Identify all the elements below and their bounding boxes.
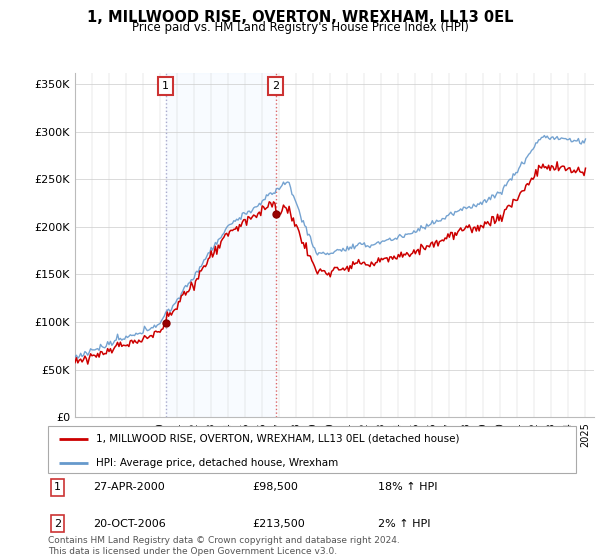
Text: Price paid vs. HM Land Registry's House Price Index (HPI): Price paid vs. HM Land Registry's House … — [131, 21, 469, 34]
Text: £213,500: £213,500 — [252, 519, 305, 529]
Text: Contains HM Land Registry data © Crown copyright and database right 2024.
This d: Contains HM Land Registry data © Crown c… — [48, 536, 400, 556]
Bar — [75, 73, 166, 417]
Text: 1, MILLWOOD RISE, OVERTON, WREXHAM, LL13 0EL: 1, MILLWOOD RISE, OVERTON, WREXHAM, LL13… — [87, 10, 513, 25]
Text: HPI: Average price, detached house, Wrexham: HPI: Average price, detached house, Wrex… — [95, 458, 338, 468]
Text: 27-APR-2000: 27-APR-2000 — [93, 482, 165, 492]
Text: 2% ↑ HPI: 2% ↑ HPI — [378, 519, 431, 529]
Text: 2: 2 — [272, 81, 280, 91]
Text: 20-OCT-2006: 20-OCT-2006 — [93, 519, 166, 529]
Text: £98,500: £98,500 — [252, 482, 298, 492]
Text: 1: 1 — [54, 482, 61, 492]
Text: 18% ↑ HPI: 18% ↑ HPI — [378, 482, 437, 492]
FancyBboxPatch shape — [48, 426, 576, 473]
Text: 1, MILLWOOD RISE, OVERTON, WREXHAM, LL13 0EL (detached house): 1, MILLWOOD RISE, OVERTON, WREXHAM, LL13… — [95, 434, 459, 444]
Text: 1: 1 — [162, 81, 169, 91]
Text: 2: 2 — [54, 519, 61, 529]
Bar — [166, 73, 276, 417]
